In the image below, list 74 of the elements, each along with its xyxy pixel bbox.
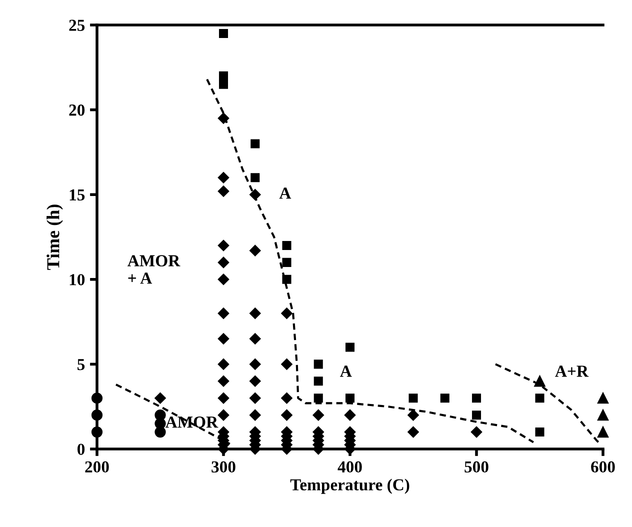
point — [250, 188, 261, 200]
x-tick-label: 300 — [212, 461, 236, 473]
point — [408, 394, 418, 403]
point — [218, 333, 230, 344]
point — [218, 376, 230, 387]
point — [218, 358, 230, 370]
point — [282, 240, 292, 250]
point — [250, 173, 260, 182]
point — [597, 410, 609, 421]
point — [408, 426, 419, 438]
point — [218, 186, 230, 197]
x-tick-label: 500 — [464, 461, 488, 473]
point — [218, 409, 230, 421]
point — [91, 426, 103, 438]
point — [218, 392, 230, 404]
point — [91, 392, 103, 404]
point — [470, 426, 482, 438]
y-axis-title: Time (h) — [46, 204, 63, 270]
point — [250, 139, 260, 148]
y-tick-label: 15 — [70, 189, 85, 201]
y-tick-label: 25 — [69, 20, 85, 31]
point — [281, 409, 292, 421]
point — [250, 333, 261, 344]
point — [218, 71, 228, 80]
point — [314, 360, 323, 369]
point — [282, 274, 292, 284]
point — [597, 392, 609, 404]
point — [408, 409, 419, 421]
point — [440, 394, 450, 403]
point — [534, 376, 546, 387]
point — [250, 409, 261, 421]
point — [218, 256, 230, 268]
point — [154, 392, 166, 404]
point — [314, 376, 323, 386]
point — [472, 394, 482, 403]
y-tick-label: 0 — [77, 444, 85, 455]
point — [344, 409, 356, 421]
point — [218, 172, 230, 184]
point — [250, 392, 261, 404]
annotation: AMOR + A — [128, 255, 180, 284]
annotation: A — [279, 188, 292, 199]
point — [312, 409, 324, 421]
point — [218, 240, 230, 252]
point — [250, 244, 261, 256]
point — [472, 410, 482, 420]
y-tick-label: 5 — [78, 359, 85, 370]
point — [345, 394, 355, 403]
point — [218, 112, 230, 124]
point — [91, 410, 103, 421]
x-tick-label: 400 — [338, 461, 362, 473]
annotation: A — [340, 366, 352, 377]
point — [218, 80, 228, 89]
point — [250, 358, 261, 370]
point — [281, 392, 292, 404]
x-tick-label: 200 — [85, 461, 109, 473]
point — [218, 308, 230, 319]
point — [314, 394, 323, 403]
point — [597, 426, 609, 438]
point — [218, 28, 228, 38]
x-axis-title: Temperature (C) — [290, 478, 410, 494]
point — [535, 394, 544, 403]
point — [250, 308, 261, 319]
y-tick-label: 10 — [70, 274, 85, 286]
point — [282, 258, 292, 267]
y-tick-label: 20 — [69, 104, 85, 116]
point — [281, 308, 292, 319]
point — [535, 428, 544, 437]
point — [250, 376, 261, 387]
point — [345, 342, 355, 352]
point — [218, 274, 230, 286]
point — [154, 410, 166, 421]
annotation: A+R — [555, 366, 589, 377]
point — [281, 358, 292, 370]
x-tick-label: 600 — [591, 461, 615, 473]
